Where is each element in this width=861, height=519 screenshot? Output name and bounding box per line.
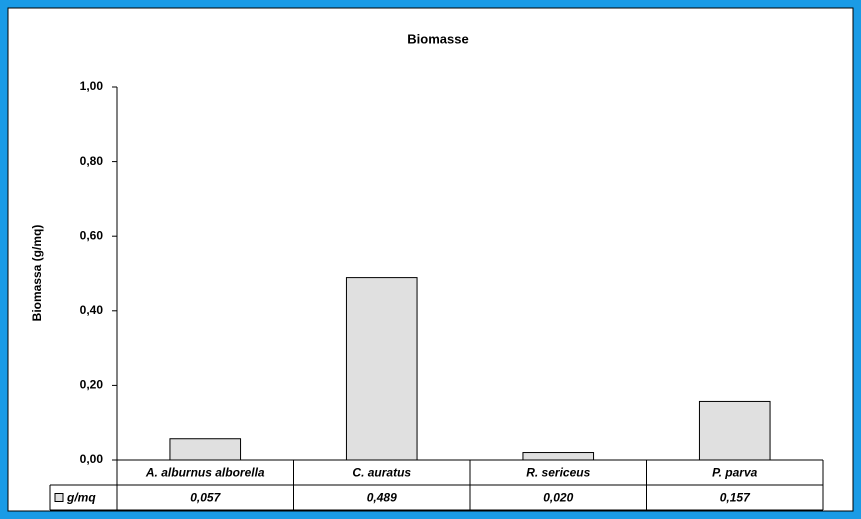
x-tick-label: A. alburnus alborella <box>145 466 265 480</box>
legend-label: g/mq <box>66 491 96 505</box>
y-tick-label: 0,60 <box>80 228 104 242</box>
y-tick-label: 0,80 <box>80 154 104 168</box>
x-tick-label: R. sericeus <box>526 466 590 480</box>
bar <box>522 452 595 461</box>
x-tick-label: C. auratus <box>352 466 411 480</box>
bar <box>345 277 418 461</box>
y-tick-label: 0,40 <box>80 303 104 317</box>
y-tick-label: 0,20 <box>80 378 104 392</box>
x-tick-label: P. parva <box>712 466 757 480</box>
data-label: 0,020 <box>543 491 573 505</box>
data-label: 0,057 <box>190 491 221 505</box>
data-label: 0,489 <box>367 491 397 505</box>
chart-title: Biomasse <box>407 31 468 46</box>
y-tick-label: 1,00 <box>80 79 104 93</box>
y-tick-label: 0,00 <box>80 452 104 466</box>
bar <box>698 400 771 461</box>
data-label: 0,157 <box>720 491 751 505</box>
y-axis-label: Biomassa (g/mq) <box>30 225 44 322</box>
legend-key <box>54 493 64 502</box>
bar <box>169 438 242 461</box>
